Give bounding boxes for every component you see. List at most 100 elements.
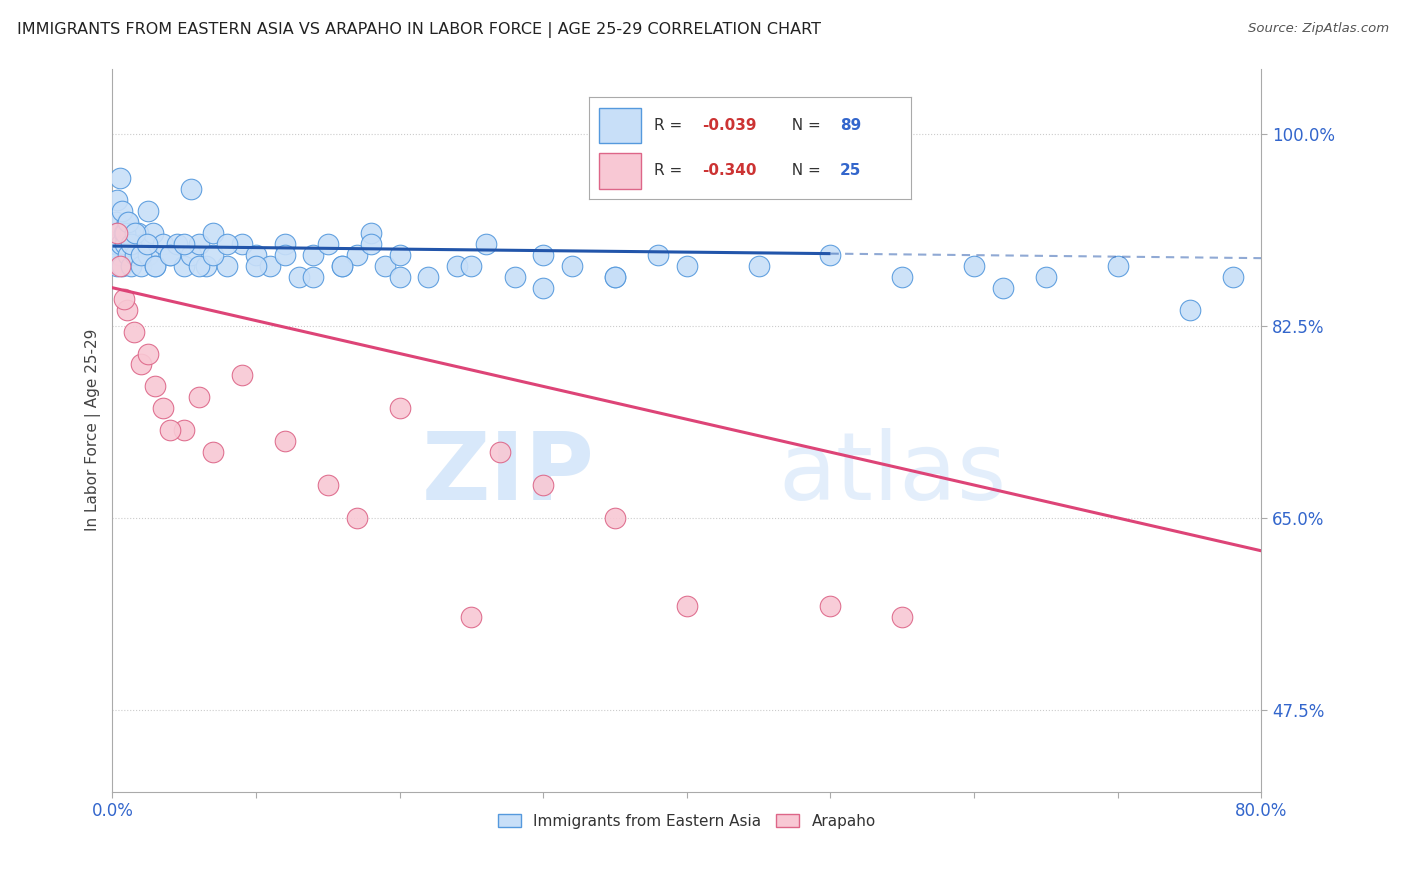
Point [124,226,146,240]
Legend: Immigrants from Eastern Asia, Arapaho: Immigrants from Eastern Asia, Arapaho [492,807,882,835]
Point [105,193,128,207]
Point [274,248,297,262]
Point [142,226,165,240]
Point [1222,269,1244,284]
Point [115,302,138,317]
Text: Source: ZipAtlas.com: Source: ZipAtlas.com [1249,22,1389,36]
Point [531,281,554,295]
Point [460,609,482,624]
Point [820,248,842,262]
Point [105,259,128,273]
Point [503,269,526,284]
Point [180,248,202,262]
Text: IMMIGRANTS FROM EASTERN ASIA VS ARAPAHO IN LABOR FORCE | AGE 25-29 CORRELATION C: IMMIGRANTS FROM EASTERN ASIA VS ARAPAHO … [17,22,821,38]
Point [173,259,195,273]
Point [603,511,626,525]
Point [231,368,253,383]
Point [115,215,138,229]
Point [124,248,146,262]
Point [1178,302,1201,317]
Point [108,259,131,273]
Point [136,346,159,360]
Point [217,259,239,273]
Point [330,259,353,273]
Point [129,358,152,372]
Point [748,259,770,273]
Point [159,423,181,437]
Point [129,248,152,262]
Point [180,182,202,196]
Point [201,248,224,262]
Point [129,259,152,273]
Point [135,236,157,251]
Point [107,226,129,240]
Point [302,248,325,262]
Point [159,248,181,262]
Point [217,236,239,251]
Point [531,248,554,262]
Point [274,236,297,251]
Point [388,248,411,262]
Point [346,248,368,262]
Point [111,204,134,219]
Point [166,236,188,251]
Point [274,434,297,449]
Point [105,215,128,229]
Point [112,226,135,240]
Point [127,226,149,240]
Point [201,226,224,240]
Point [187,259,209,273]
Point [105,226,128,240]
Point [489,445,512,459]
Point [136,204,159,219]
Point [107,236,129,251]
Point [891,609,914,624]
Point [231,236,253,251]
Point [145,379,167,393]
Point [145,259,167,273]
Point [418,269,440,284]
Point [245,248,267,262]
Point [302,269,325,284]
Point [676,599,699,613]
Point [132,236,155,251]
Point [117,215,139,229]
Point [152,401,174,416]
Point [122,236,145,251]
Point [561,259,583,273]
Text: atlas: atlas [779,427,1007,520]
Point [201,445,224,459]
Point [114,226,136,240]
Point [120,259,142,273]
Point [475,236,498,251]
Point [676,259,699,273]
Point [647,248,669,262]
Point [108,171,131,186]
Point [330,259,353,273]
Point [122,325,145,339]
Point [531,478,554,492]
Point [346,511,368,525]
Point [114,236,136,251]
Y-axis label: In Labor Force | Age 25-29: In Labor Force | Age 25-29 [86,329,101,532]
Point [374,259,396,273]
Point [388,401,411,416]
Point [460,259,482,273]
Point [108,248,131,262]
Point [360,236,382,251]
Point [991,281,1014,295]
Point [120,236,142,251]
Point [603,269,626,284]
Point [136,248,159,262]
Point [1035,269,1057,284]
Point [110,236,132,251]
Point [316,236,339,251]
Point [145,259,167,273]
Point [104,236,127,251]
Point [159,248,181,262]
Point [112,292,135,306]
Point [891,269,914,284]
Point [173,236,195,251]
Point [118,226,141,240]
Point [259,259,281,273]
